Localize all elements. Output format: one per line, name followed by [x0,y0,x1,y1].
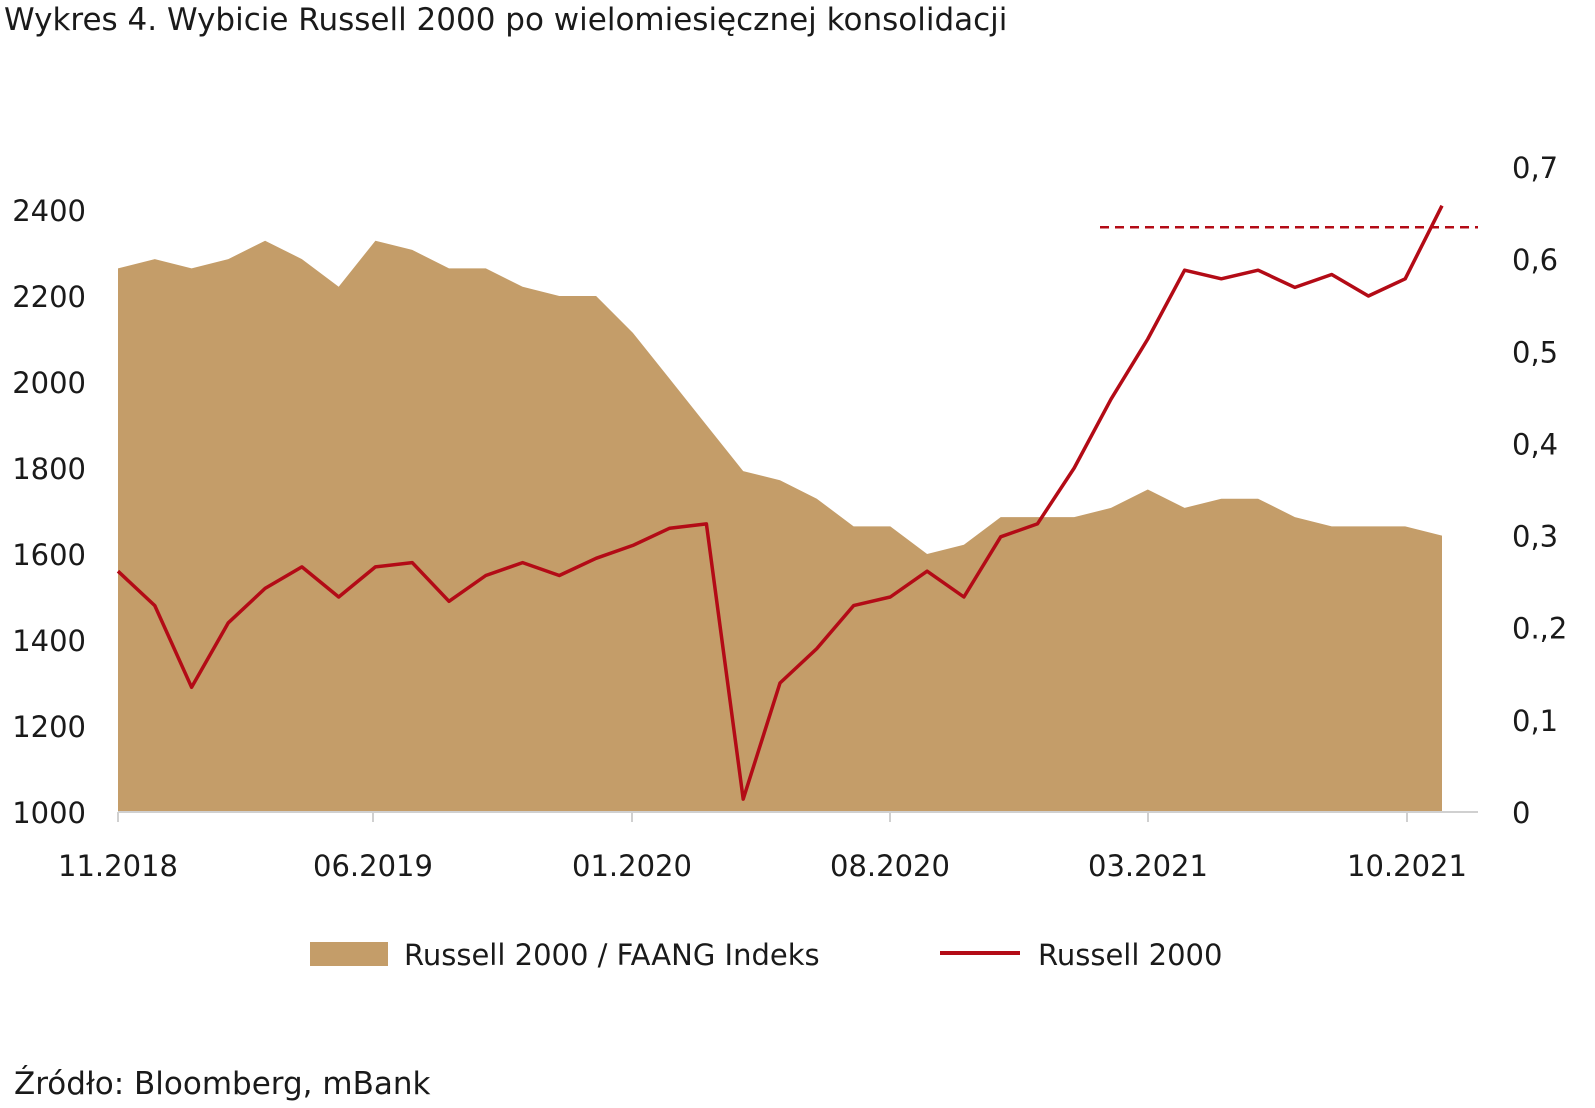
chart-title: Wykres 4. Wybicie Russell 2000 po wielom… [4,2,1008,38]
x-tick-label: 06.2019 [313,849,433,883]
x-tick-label: 01.2020 [572,849,692,883]
axis-layer: 11.2018 06.2019 01.2020 08.2020 03.2021 10.20… [12,151,1567,883]
legend-label-area: Russell 2000 / FAANG Indeks [404,938,820,972]
x-tick-label: 11.2018 [58,849,178,883]
y-left-tick-label: 1800 [12,452,86,486]
x-tick-label: 10.2021 [1347,849,1467,883]
series-line-russell-2000 [116,204,1444,801]
source-note: Źródło: Bloomberg, mBank [14,1066,431,1102]
y-right-tick-label: 0,4 [1512,427,1558,461]
y-left-tick-label: 2000 [12,366,86,400]
y-right-tick-label: 0 [1512,796,1530,830]
legend-swatch-area [310,942,388,966]
y-left-tick-label: 2200 [12,280,86,314]
x-tick-label: 08.2020 [830,849,950,883]
y-right-tick-label: 0,7 [1512,151,1558,185]
legend-label-line: Russell 2000 [1038,938,1222,972]
y-right-tick-label: 0,5 [1512,335,1558,369]
y-left-tick-label: 1600 [12,538,86,572]
y-right-tick-label: 0,1 [1512,704,1558,738]
y-left-tick-label: 1400 [12,624,86,658]
russell-line-layer [116,204,1478,801]
series-area-russell-faang [118,240,1442,812]
y-right-tick-label: 0.,2 [1512,612,1567,646]
y-right-tick-label: 0,6 [1512,243,1558,277]
y-left-tick-label: 1000 [12,796,86,830]
y-right-tick-label: 0,3 [1512,520,1558,554]
ratio-area-layer [118,240,1442,812]
y-left-tick-label: 1200 [12,710,86,744]
legend: Russell 2000 / FAANG Indeks Russell 2000 [310,938,1222,972]
x-tick-label: 03.2021 [1088,849,1208,883]
y-left-tick-label: 2400 [12,194,86,228]
